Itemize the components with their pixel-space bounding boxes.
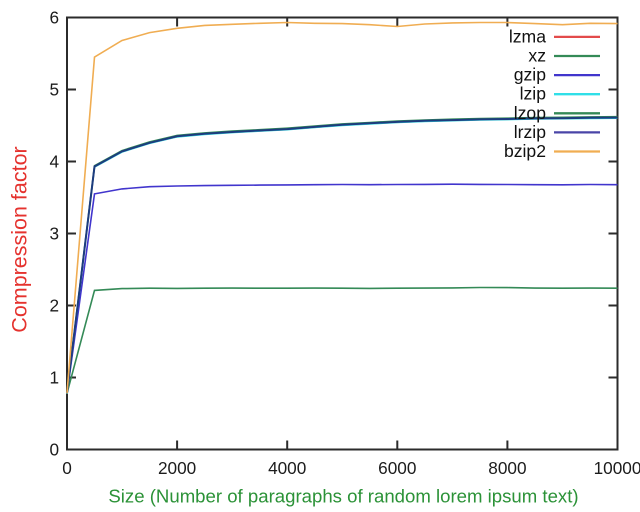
svg-text:10000: 10000 <box>594 458 640 478</box>
svg-text:lzop: lzop <box>514 103 546 123</box>
svg-text:lzip: lzip <box>520 84 547 104</box>
svg-text:4000: 4000 <box>268 458 306 478</box>
svg-text:Size (Number of paragraphs of: Size (Number of paragraphs of random lor… <box>108 486 578 507</box>
svg-text:xz: xz <box>528 46 546 66</box>
svg-text:lzma: lzma <box>509 26 546 46</box>
svg-text:gzip: gzip <box>514 65 546 85</box>
svg-text:bzip2: bzip2 <box>504 141 546 161</box>
svg-text:0: 0 <box>62 458 72 478</box>
svg-text:lrzip: lrzip <box>514 122 546 142</box>
svg-text:2: 2 <box>49 296 59 316</box>
svg-text:8000: 8000 <box>488 458 526 478</box>
svg-text:1: 1 <box>49 368 59 388</box>
svg-text:5: 5 <box>49 80 59 100</box>
svg-text:Compression factor: Compression factor <box>8 146 32 332</box>
svg-text:2000: 2000 <box>158 458 196 478</box>
svg-text:6: 6 <box>49 8 59 28</box>
svg-text:3: 3 <box>49 224 59 244</box>
svg-text:4: 4 <box>49 152 59 172</box>
svg-text:0: 0 <box>49 440 59 460</box>
svg-text:6000: 6000 <box>378 458 416 478</box>
